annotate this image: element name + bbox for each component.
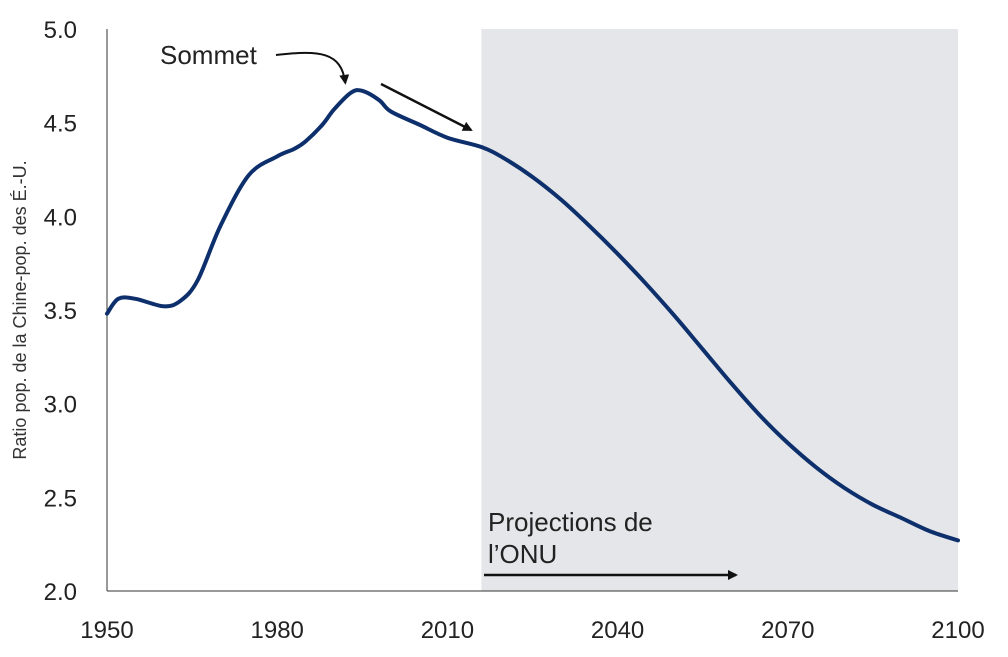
projection-shade	[481, 29, 958, 591]
x-tick-label: 2070	[761, 617, 814, 644]
y-tick-label: 2.0	[44, 579, 77, 606]
peak-annotation-label: Sommet	[160, 40, 258, 70]
x-tick-label: 2040	[591, 617, 644, 644]
x-tick-label: 2100	[931, 617, 984, 644]
series-line-china-us-ratio	[105, 88, 960, 543]
y-axis-label: Ratio pop. de la Chine-pop. des É.-U.	[10, 160, 30, 459]
y-tick-label: 2.5	[44, 485, 77, 512]
y-tick-label: 3.5	[44, 298, 77, 325]
decline-arrow	[380, 82, 473, 132]
y-tick-label: 5.0	[44, 17, 77, 44]
projection-label-line2: l’ONU	[488, 539, 557, 569]
x-tick-label: 1980	[251, 617, 304, 644]
y-tick-label: 3.0	[44, 392, 77, 419]
peak-arrow	[275, 51, 350, 85]
y-axis-ticks: 5.0 4.5 4.0 3.5 3.0 2.5 2.0	[44, 17, 77, 606]
x-tick-label: 1950	[80, 617, 133, 644]
x-tick-label: 2010	[421, 617, 474, 644]
y-tick-label: 4.5	[44, 111, 77, 138]
y-tick-label: 4.0	[44, 204, 77, 231]
x-axis-ticks: 1950 1980 2010 2040 2070 2100	[80, 617, 984, 644]
projection-label-line1: Projections de	[488, 507, 653, 537]
